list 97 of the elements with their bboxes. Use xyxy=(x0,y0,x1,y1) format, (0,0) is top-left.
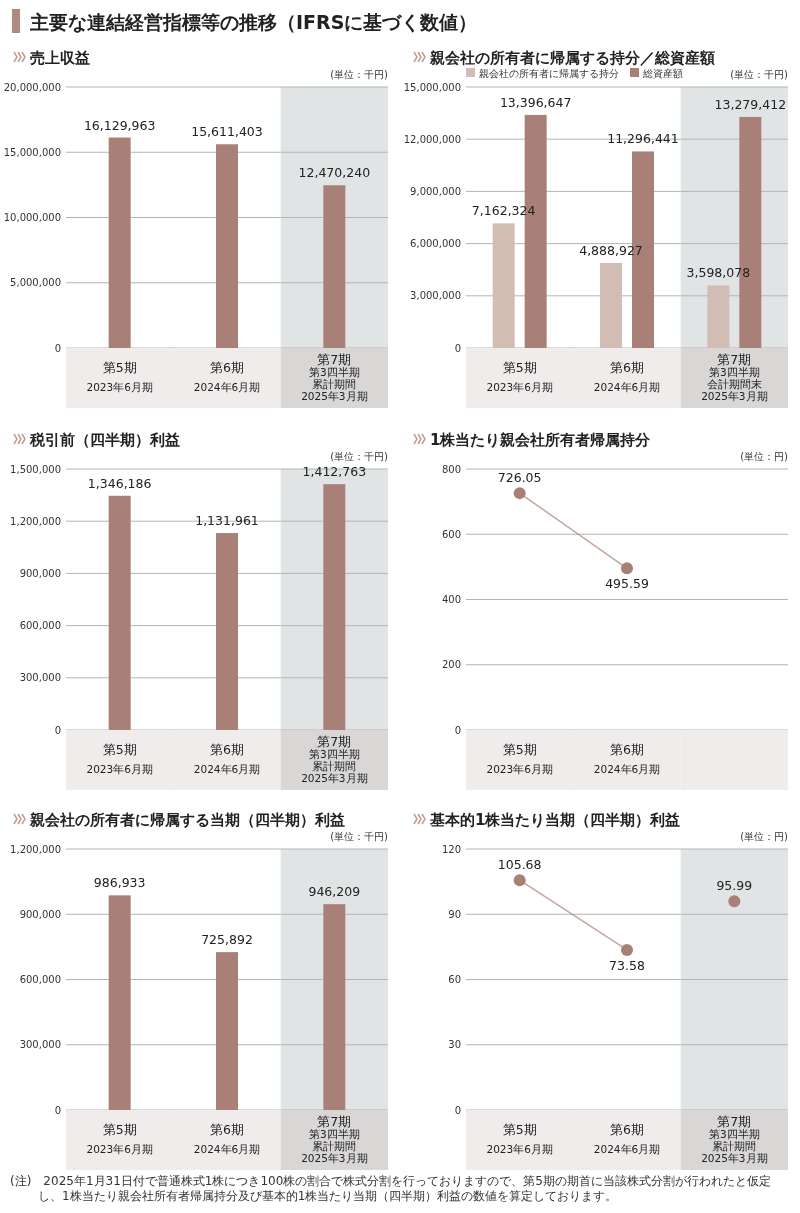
y-tick-label: 400 xyxy=(441,594,461,605)
data-label: 986,933 xyxy=(93,875,146,891)
text: (単位：千円) xyxy=(330,69,389,80)
bar xyxy=(707,285,730,348)
y-tick-label: 0 xyxy=(54,724,61,736)
data-label: 73.58 xyxy=(609,957,645,973)
bar xyxy=(600,262,622,348)
text: (単位：千円) xyxy=(330,451,389,462)
y-tick-label: 600,000 xyxy=(19,620,61,632)
bar xyxy=(216,952,238,1110)
y-tick-label: 0 xyxy=(54,1104,61,1116)
y-tick-label: 0 xyxy=(54,342,61,354)
y-tick-label: 20,000,000 xyxy=(3,81,61,93)
x-tick-label: 第6期 2024年6月期 xyxy=(593,742,661,775)
data-label: 13,279,412 xyxy=(714,96,787,112)
y-tick-label: 800 xyxy=(441,463,461,475)
y-tick-label: 30 xyxy=(448,1039,461,1051)
bar xyxy=(216,144,238,348)
y-tick-label: 5,000,000 xyxy=(10,277,61,289)
x-tick-label: 第7期第3四半期累計期間 2025年3月期 xyxy=(301,352,368,402)
data-label: 1,131,961 xyxy=(195,513,259,529)
data-label: 11,296,441 xyxy=(607,131,679,147)
x-tick-label: 第6期 2024年6月期 xyxy=(593,360,661,393)
y-tick-label: 60 xyxy=(448,974,461,985)
y-tick-label: 15,000,000 xyxy=(3,146,61,158)
data-label: 726.05 xyxy=(497,470,542,486)
x-tick-label: 第5期 2023年6月期 xyxy=(486,742,553,775)
y-tick-label: 0 xyxy=(454,1104,461,1116)
y-tick-label: 300,000 xyxy=(19,1039,61,1051)
y-tick-label: 90 xyxy=(448,908,461,920)
y-tick-label: 0 xyxy=(454,724,461,736)
y-tick-label: 1,200,000 xyxy=(10,843,61,855)
y-tick-label: 6,000,000 xyxy=(410,238,461,250)
data-label: 1,412,763 xyxy=(302,464,367,480)
chart-title: 親会社の所有者に帰属する当期（四半期）利益 xyxy=(29,811,345,829)
data-label: 15,611,403 xyxy=(191,124,263,140)
x-tick-label: 第5期 2023年6月期 xyxy=(86,360,153,393)
y-tick-label: 120 xyxy=(441,843,461,855)
data-label: 725,892 xyxy=(201,932,253,948)
y-tick-label: 0 xyxy=(454,342,461,354)
bar xyxy=(323,185,346,348)
bar xyxy=(492,223,515,348)
y-tick-label: 10,000,000 xyxy=(3,212,61,223)
data-label: 12,470,240 xyxy=(298,165,371,181)
text: (単位：円) xyxy=(740,451,789,462)
x-tick-label: 第6期 2024年6月期 xyxy=(193,360,261,393)
text: (単位：千円) xyxy=(330,831,389,842)
y-tick-label: 1,500,000 xyxy=(10,463,61,475)
chart-title: 税引前（四半期）利益 xyxy=(29,431,180,449)
y-tick-label: 900,000 xyxy=(19,908,61,920)
y-tick-label: 600,000 xyxy=(19,974,61,985)
chart-title: 売上収益 xyxy=(30,49,90,67)
point xyxy=(621,943,633,956)
chart-title: 1株当たり親会社所有者帰属持分 xyxy=(430,431,652,449)
chart-title: 親会社の所有者に帰属する持分／総資産額 xyxy=(429,49,715,67)
legend-label: 親会社の所有者に帰属する持分 xyxy=(479,68,619,79)
y-tick-label: 900,000 xyxy=(19,567,61,579)
x-tick-label: 第5期 2023年6月期 xyxy=(86,742,153,775)
y-tick-label: 3,000,000 xyxy=(410,290,461,302)
x-tick-label: 第7期第3四半期会計期間末 2025年3月期 xyxy=(701,352,768,402)
y-tick-label: 15,000,000 xyxy=(403,81,461,93)
bar xyxy=(108,895,131,1110)
x-tick-label: 第6期 2024年6月期 xyxy=(593,1122,661,1155)
bar xyxy=(323,904,346,1110)
text: (単位：円) xyxy=(740,831,789,842)
bar xyxy=(216,533,238,730)
text: 主要な連結経営指標等の推移（IFRSに基づく数値） xyxy=(29,11,478,33)
y-tick-label: 12,000,000 xyxy=(403,133,461,145)
point xyxy=(728,895,741,908)
y-tick-label: 600 xyxy=(441,528,461,540)
data-label: 13,396,647 xyxy=(499,94,572,110)
chart-title: 基本的1株当たり当期（四半期）利益 xyxy=(429,811,681,829)
x-tick-label: 第7期第3四半期累計期間 2025年3月期 xyxy=(301,734,368,784)
x-tick-label: 第5期 2023年6月期 xyxy=(486,1122,553,1155)
y-tick-label: 9,000,000 xyxy=(410,185,461,197)
x-tick-label: 第6期 2024年6月期 xyxy=(193,742,261,775)
x-tick-label: 第5期 2023年6月期 xyxy=(486,360,553,393)
x-tick-label: 第5期 2023年6月期 xyxy=(86,1122,153,1155)
data-label: 16,129,963 xyxy=(83,117,156,133)
data-label: 105.68 xyxy=(497,857,542,873)
text: (単位：千円) xyxy=(730,69,789,80)
legend-label: 総資産額 xyxy=(642,68,683,79)
y-tick-label: 300,000 xyxy=(19,672,61,684)
text: (注) 2025年1月31日付で普通株式1株につき100株の割合で株式分割を行っておりますので、第5期の期首に当該株式分割が行われたと仮定し、1株当たり親会社所有者帰属持分及び基本的1株当たり当期（四半期）利益の数値を算定しております。 xyxy=(10,1174,771,1203)
data-label: 1,346,186 xyxy=(87,475,152,491)
data-label: 946,209 xyxy=(308,884,361,900)
data-label: 495.59 xyxy=(605,576,649,592)
x-tick-label: 第7期第3四半期累計期間 2025年3月期 xyxy=(701,1114,768,1164)
y-tick-label: 200 xyxy=(441,659,461,671)
data-label: 95.99 xyxy=(716,878,753,894)
bar xyxy=(323,484,346,730)
bar xyxy=(108,137,131,348)
x-tick-label: 第7期第3四半期累計期間 2025年3月期 xyxy=(301,1114,368,1164)
point xyxy=(513,874,526,887)
x-tick-label: 第6期 2024年6月期 xyxy=(193,1122,261,1155)
bar xyxy=(108,495,131,730)
y-tick-label: 1,200,000 xyxy=(10,515,61,527)
